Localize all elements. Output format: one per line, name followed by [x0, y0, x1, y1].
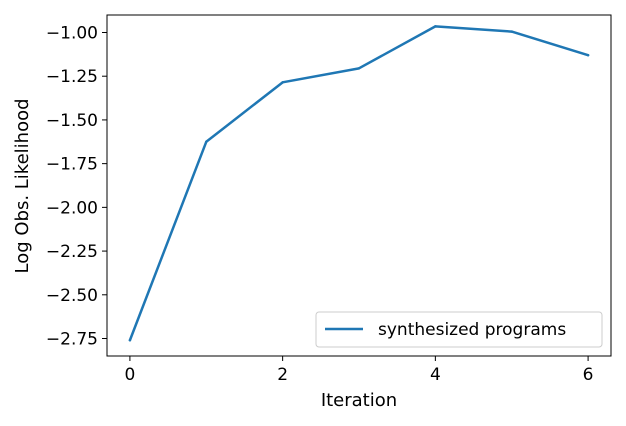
y-tick-label: −1.00	[46, 23, 98, 43]
axis-ticks: 0 2 4 6 −2.75 −2.50 −2.25 −2.00 −1.75 −1.50 −1.25 −…	[46, 23, 594, 385]
y-tick-label: −2.75	[46, 330, 98, 350]
plot-area-background	[107, 15, 611, 356]
data-point	[357, 67, 361, 70]
y-tick-label: −2.25	[46, 242, 98, 262]
data-point	[586, 54, 590, 57]
data-point	[205, 140, 208, 143]
data-point	[510, 30, 513, 33]
y-axis-label: Log Obs. Likelihood	[12, 98, 33, 273]
y-tick-label: −2.50	[46, 286, 98, 306]
legend-box	[315, 311, 603, 348]
series-layer	[128, 25, 590, 342]
x-tick-label: 2	[277, 365, 288, 385]
x-axis-label: Iteration	[321, 390, 397, 411]
x-tick-label: 4	[430, 365, 441, 385]
plot-frame	[106, 14, 612, 357]
legend-label: synthesized programs	[378, 320, 566, 340]
data-point	[281, 81, 284, 84]
data-point	[434, 25, 437, 28]
legend: synthesized programs	[315, 311, 603, 348]
y-tick-label: −2.00	[46, 198, 98, 218]
data-point	[128, 339, 132, 342]
x-tick-label: 6	[583, 365, 594, 385]
y-tick-label: −1.50	[46, 111, 98, 131]
y-tick-label: −1.25	[46, 67, 98, 87]
y-tick-label: −1.75	[46, 155, 98, 175]
x-tick-label: 0	[124, 365, 135, 385]
